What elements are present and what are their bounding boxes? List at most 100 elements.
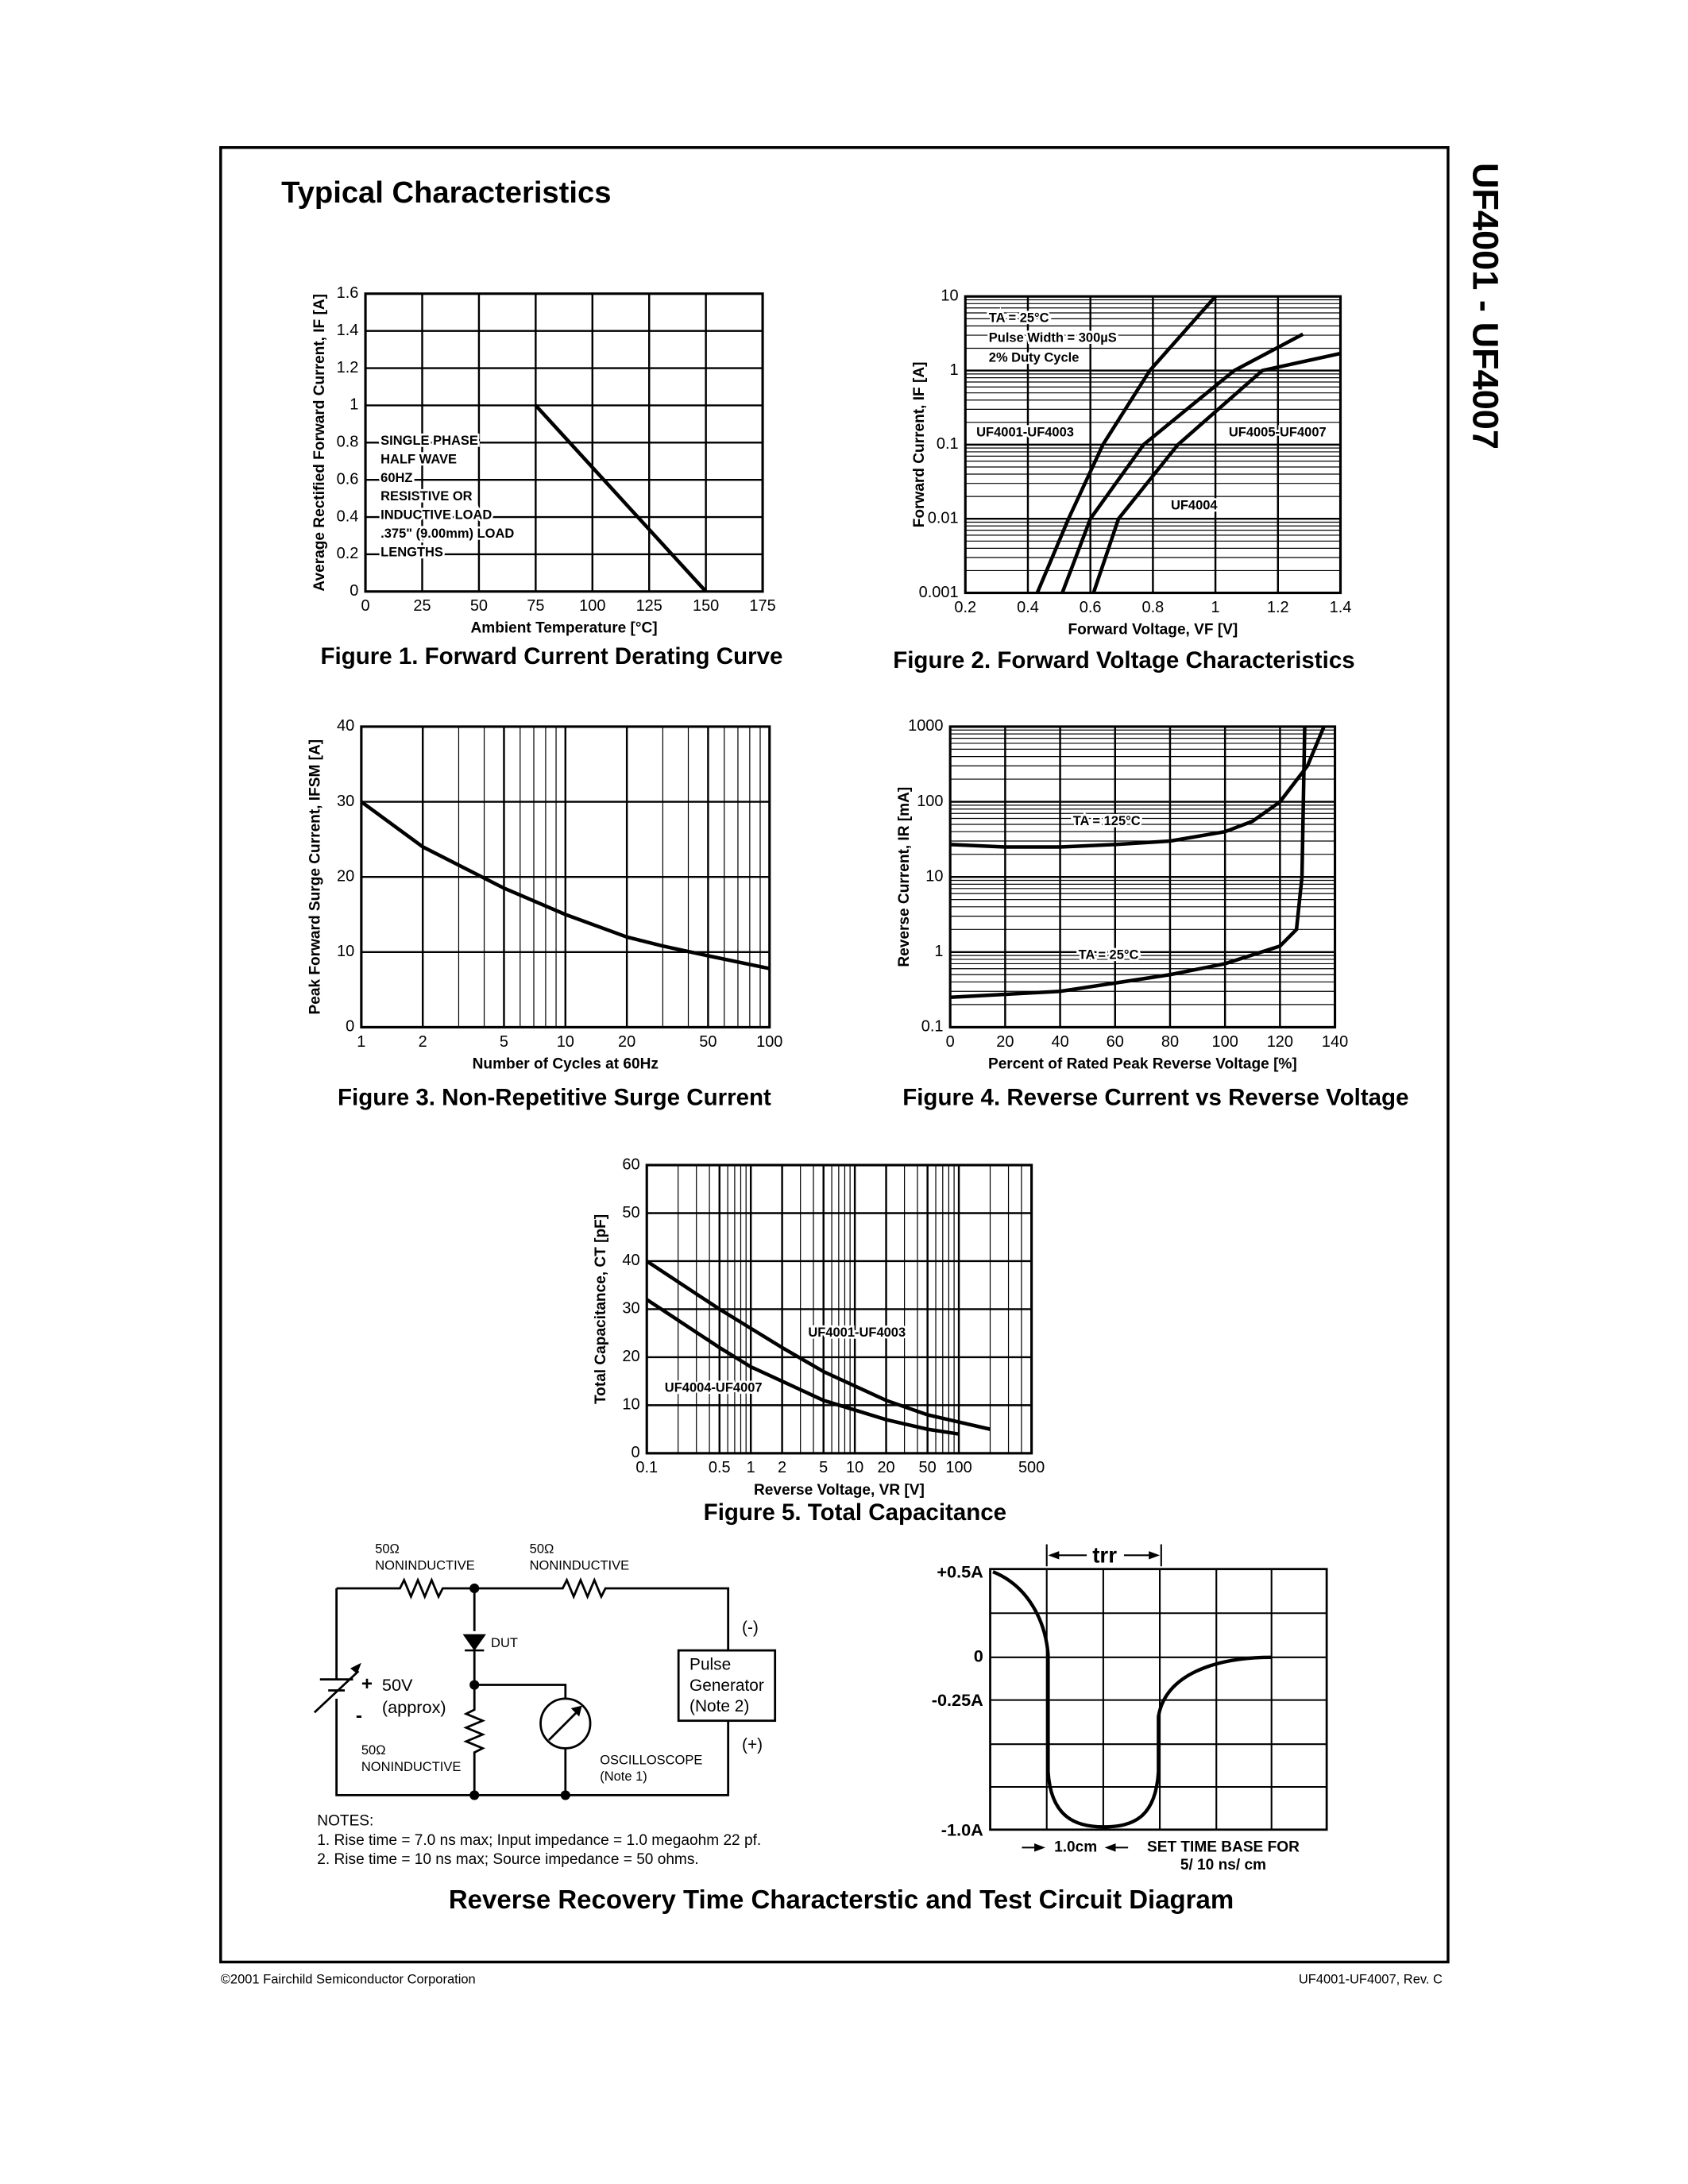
figure-caption: Figure 3. Non-Repetitive Surge Current <box>338 1084 771 1110</box>
resistor-label: 50Ω <box>375 1542 400 1557</box>
series-line <box>360 800 771 970</box>
y-tick-label: 10 <box>337 943 354 960</box>
x-tick-label: 20 <box>996 1033 1014 1051</box>
x-tick-label: 0 <box>946 1033 955 1051</box>
annotation: Pulse Width = 300µS <box>989 331 1117 345</box>
annotation: SINGLE PHASE <box>380 434 478 448</box>
x-tick-label: 100 <box>579 597 605 615</box>
y-tick-label: 0.6 <box>337 470 359 488</box>
y-tick-label: 1.2 <box>337 359 359 376</box>
y-tick-label: 1.6 <box>337 284 359 302</box>
x-tick-label: 50 <box>470 597 488 615</box>
x-tick-label: 0.4 <box>1017 599 1039 616</box>
svg-text:-: - <box>356 1705 362 1727</box>
scale-label: 1.0cm <box>1054 1839 1097 1855</box>
note: NOTES: <box>317 1812 373 1829</box>
y-tick-label: 10 <box>925 867 943 885</box>
x-tick-label: 20 <box>618 1033 635 1051</box>
x-tick-label: 1 <box>1211 599 1220 616</box>
x-axis-label: Forward Voltage, VF [V] <box>1068 621 1238 638</box>
x-tick-label: 75 <box>527 597 544 615</box>
y-tick-label: 0.1 <box>921 1018 944 1036</box>
footer-left: ©2001 Fairchild Semiconductor Corporatio… <box>221 1972 476 1986</box>
generator-label: Pulse <box>689 1656 731 1674</box>
figure-caption: Figure 4. Reverse Current vs Reverse Vol… <box>902 1084 1408 1110</box>
x-tick-label: 10 <box>557 1033 574 1051</box>
source-label: 50V <box>382 1675 413 1695</box>
y-axis-label: Average Rectified Forward Current, IF [A… <box>311 294 328 592</box>
annotation: RESISTIVE OR <box>380 489 473 504</box>
y-tick-label: 30 <box>337 793 354 810</box>
y-tick-label: 0.8 <box>337 434 359 451</box>
y-tick-label: 1 <box>350 396 358 414</box>
x-tick-label: 0.8 <box>1142 599 1165 616</box>
x-tick-label: 2 <box>419 1033 427 1051</box>
x-tick-label: 175 <box>749 597 775 615</box>
figure-caption: Figure 2. Forward Voltage Characteristic… <box>893 647 1354 673</box>
source-label: (approx) <box>382 1697 446 1717</box>
plot-frame <box>645 1163 1033 1455</box>
plot-frame <box>360 725 771 1028</box>
y-tick-label: 40 <box>622 1252 639 1269</box>
y-tick-label: 10 <box>941 287 958 305</box>
dut-label: DUT <box>491 1636 518 1650</box>
y-axis-label: Peak Forward Surge Current, IFSM [A] <box>307 739 324 1015</box>
x-tick-label: 140 <box>1322 1033 1348 1051</box>
y-axis-label: Total Capacitance, CT [pF] <box>593 1214 609 1404</box>
level-label: -1.0A <box>941 1819 983 1839</box>
x-axis-label: Ambient Temperature [°C] <box>470 620 657 637</box>
generator-label: Generator <box>689 1677 764 1695</box>
x-tick-label: 150 <box>693 597 719 615</box>
scope-label: OSCILLOSCOPE <box>600 1753 702 1767</box>
x-tick-label: 80 <box>1161 1033 1179 1051</box>
y-axis-label: Reverse Current, IR [mA] <box>896 787 913 967</box>
x-tick-label: 40 <box>1051 1033 1068 1051</box>
x-axis-label: Percent of Rated Peak Reverse Voltage [%… <box>988 1055 1297 1072</box>
side-title: UF4001 - UF4007 <box>1465 163 1505 450</box>
annotation: INDUCTIVE LOAD <box>380 508 492 523</box>
y-tick-label: 0.01 <box>928 509 959 527</box>
y-tick-label: 60 <box>622 1156 639 1173</box>
resistor-label: 50Ω <box>361 1743 386 1758</box>
footer-right: UF4001-UF4007, Rev. C <box>1299 1972 1443 1986</box>
annotation: 2% Duty Cycle <box>989 351 1080 365</box>
x-tick-label: 0 <box>361 597 370 615</box>
y-tick-label: 1000 <box>908 717 943 735</box>
x-tick-label: 10 <box>846 1459 863 1476</box>
y-tick-label: 0 <box>631 1444 639 1461</box>
y-tick-label: 1 <box>934 943 943 960</box>
series-line <box>534 403 708 593</box>
x-tick-label: 2 <box>778 1459 786 1476</box>
annotation: 60HZ <box>380 471 412 485</box>
x-tick-label: 120 <box>1267 1033 1293 1051</box>
x-tick-label: 25 <box>413 597 431 615</box>
x-tick-label: 20 <box>877 1459 894 1476</box>
x-tick-label: 100 <box>1212 1033 1238 1051</box>
resistor-label: NONINDUCTIVE <box>361 1760 461 1774</box>
annotation: HALF WAVE <box>380 452 457 466</box>
x-tick-label: 50 <box>699 1033 717 1051</box>
test-circuit: + - <box>313 1576 777 1800</box>
series-label: TA = 125°C <box>1073 814 1141 828</box>
series-line <box>645 1260 991 1431</box>
y-tick-label: 0.4 <box>337 507 359 525</box>
resistor-label: NONINDUCTIVE <box>530 1559 629 1573</box>
annotation: .375" (9.00mm) LOAD <box>380 527 514 541</box>
x-axis-label: Reverse Voltage, VR [V] <box>754 1482 925 1499</box>
series-line <box>1060 332 1304 594</box>
annotation: TA = 25°C <box>989 311 1049 325</box>
x-tick-label: 1 <box>357 1033 365 1051</box>
scope-label: (Note 1) <box>600 1769 647 1784</box>
section-title: Typical Characteristics <box>281 176 611 210</box>
x-tick-label: 5 <box>819 1459 828 1476</box>
note: 2. Rise time = 10 ns max; Source impedan… <box>317 1851 698 1868</box>
x-tick-label: 5 <box>500 1033 508 1051</box>
svg-text:+: + <box>361 1673 373 1695</box>
series-line <box>1091 351 1341 594</box>
series-label: UF4004 <box>1171 499 1218 513</box>
section-caption: Reverse Recovery Time Characterstic and … <box>449 1885 1234 1914</box>
series-line <box>645 1298 960 1436</box>
x-tick-label: 60 <box>1107 1033 1124 1051</box>
